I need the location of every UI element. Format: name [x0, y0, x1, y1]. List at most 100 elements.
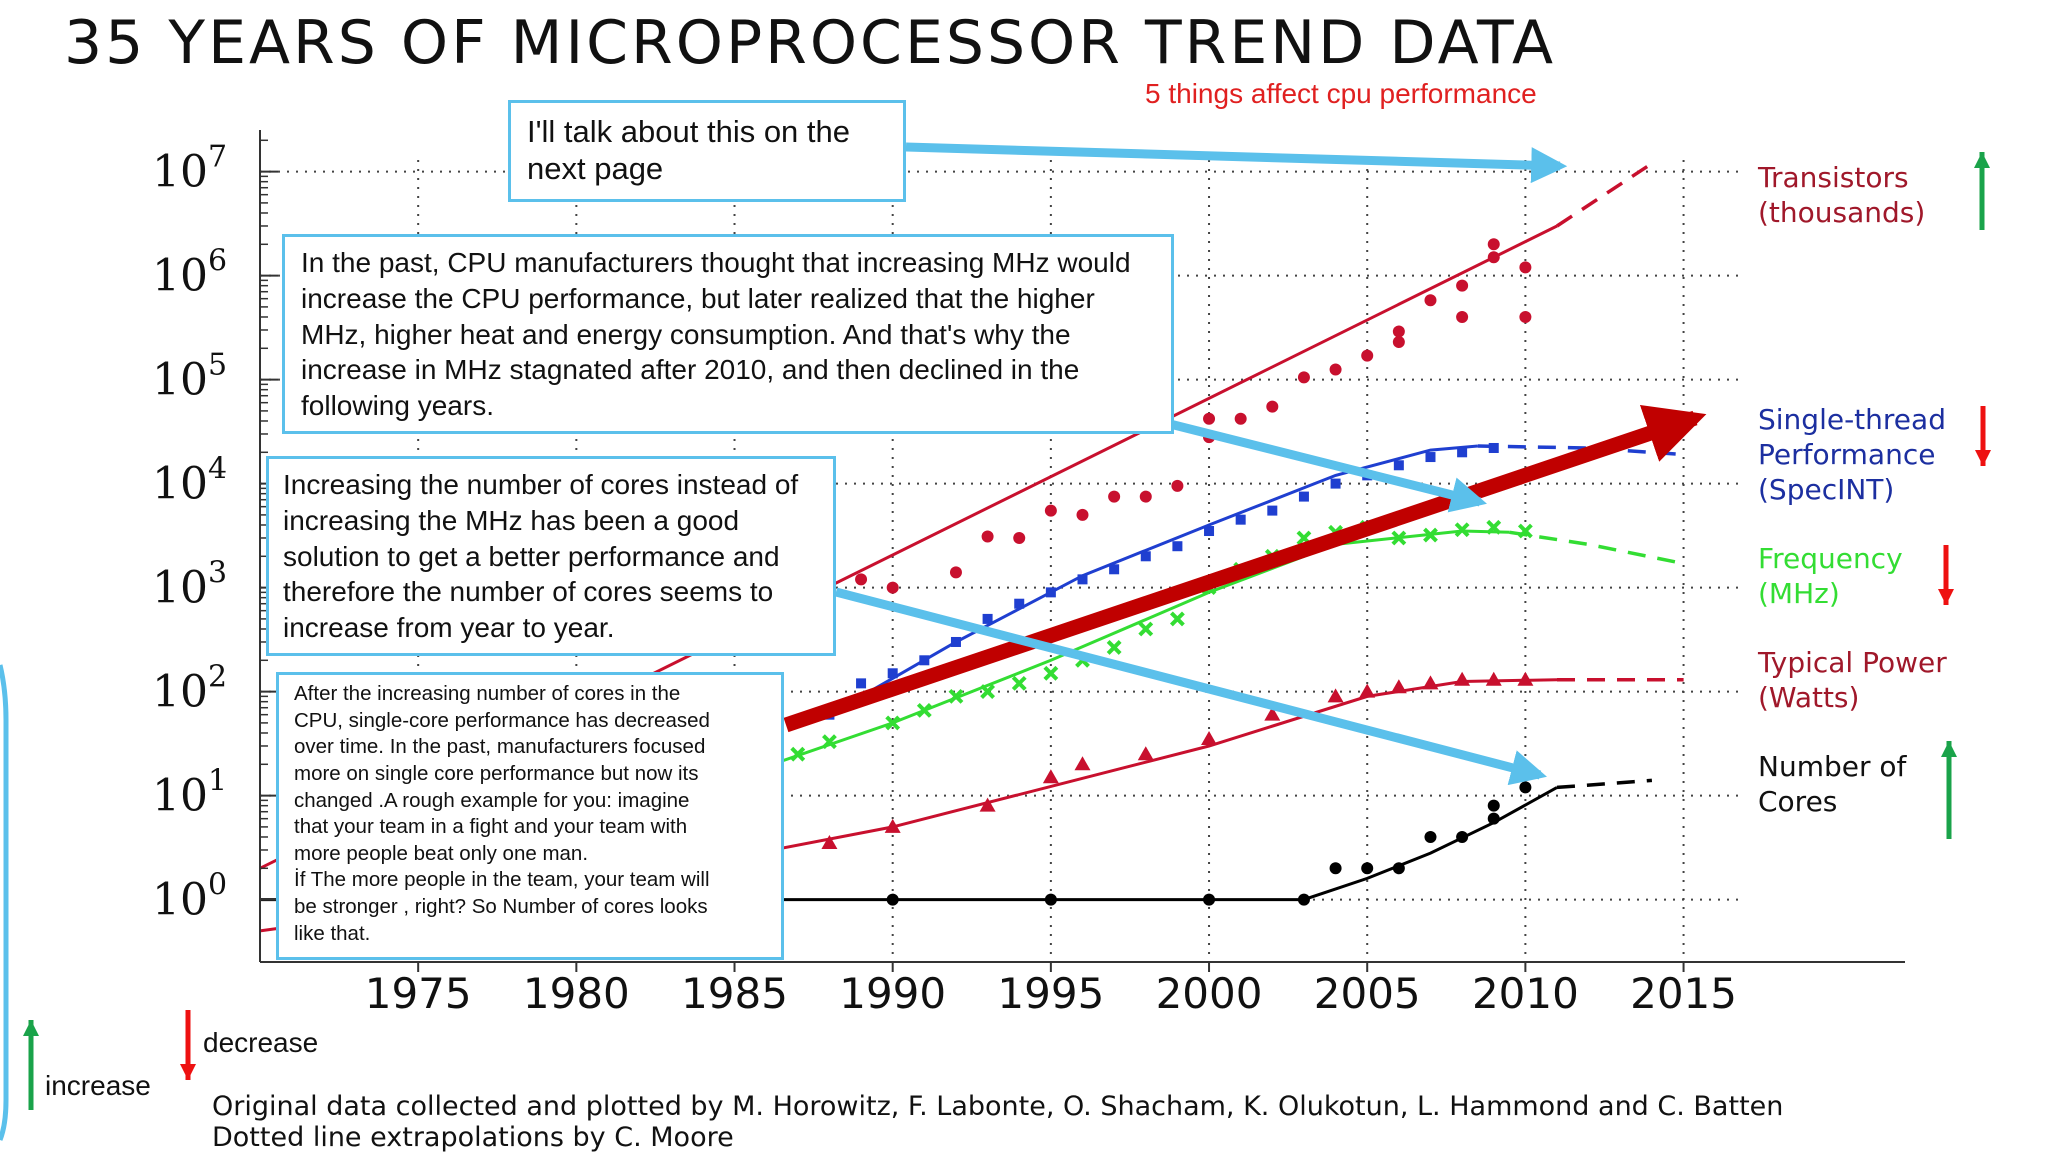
power-point — [1137, 746, 1154, 761]
callout-single-core: After the increasing number of cores in … — [276, 672, 784, 960]
transistors-point — [886, 581, 899, 594]
power-point — [1042, 769, 1059, 784]
increase-key-arrow-head — [23, 1020, 39, 1036]
y-tick-label: 104 — [152, 452, 227, 510]
performance-extrapolation — [1477, 444, 1684, 457]
legend-performance-line: Performance — [1758, 438, 1936, 471]
power-point — [1454, 671, 1471, 686]
performance-point — [1330, 478, 1341, 489]
cores-point — [1203, 893, 1216, 906]
transistors-point — [1297, 371, 1310, 384]
performance-point — [982, 613, 993, 624]
y-tick-label: 105 — [152, 348, 227, 406]
legend-power-line: Typical Power — [1758, 646, 1947, 679]
performance-point — [1393, 460, 1404, 471]
transistors-point — [1487, 251, 1500, 264]
frequency-point — [980, 684, 996, 700]
transistors-point — [981, 530, 994, 543]
frequency-point — [1391, 530, 1407, 546]
frequency-point — [1138, 621, 1154, 637]
frequency-point — [1454, 522, 1470, 538]
power-point — [1359, 683, 1376, 698]
performance-point — [1140, 551, 1151, 562]
transistors-point — [1519, 261, 1532, 274]
chart-subtitle: 5 things affect cpu performance — [1145, 78, 1537, 109]
performance-point — [1267, 505, 1278, 516]
frequency-point — [1106, 639, 1122, 655]
x-tick-label: 2015 — [1630, 969, 1737, 1018]
legend-performance: Single-thread Performance (SpecINT) — [1758, 402, 1946, 507]
frequency-point — [1486, 519, 1502, 535]
key-increase-label: increase — [45, 1070, 151, 1101]
callout-cores-text: Increasing the number of cores instead o… — [283, 469, 799, 644]
credit-line-1: Original data collected and plotted by M… — [212, 1091, 1784, 1122]
transistors-point — [1392, 335, 1405, 348]
power-point — [1422, 675, 1439, 690]
x-tick-label: 2005 — [1314, 969, 1421, 1018]
callout-single-core-line: be stronger , right? So Number of cores … — [294, 895, 708, 919]
legend-frequency: Frequency (MHz) — [1758, 541, 1903, 611]
performance-point — [1014, 598, 1025, 609]
legend-performance-line: (SpecINT) — [1758, 473, 1895, 506]
power-point — [1264, 706, 1281, 721]
power-point — [1074, 756, 1091, 771]
trend-arrow — [783, 404, 1707, 733]
performance-point — [950, 636, 961, 647]
transistors-point — [1108, 490, 1121, 503]
side-panel-edge — [0, 664, 9, 1141]
x-tick-label: 1975 — [365, 969, 472, 1018]
legend-frequency-line: (MHz) — [1758, 577, 1840, 610]
cores-point — [1044, 893, 1057, 906]
cores-point — [1297, 893, 1310, 906]
power-point — [1327, 688, 1344, 703]
callout-single-core-line: CPU, single-core performance has decreas… — [294, 708, 710, 732]
cores-point — [886, 893, 899, 906]
frequency-point — [948, 688, 964, 704]
callout-next-page-text: I'll talk about this on the next page — [527, 114, 851, 187]
transistors-point — [1456, 310, 1469, 323]
frequency-point — [885, 715, 901, 731]
transistors-extrapolation — [1556, 161, 1653, 228]
performance-point — [1298, 491, 1309, 502]
transistors-point — [1044, 504, 1057, 517]
cores-point — [1456, 830, 1469, 843]
callout-single-core-line: more on single core performance but now … — [294, 761, 699, 785]
x-tick-label: 2010 — [1472, 969, 1579, 1018]
performance-point — [1045, 587, 1056, 598]
callout-next-page: I'll talk about this on the next page — [508, 100, 906, 202]
transistors-point — [1456, 279, 1469, 292]
performance-point — [1172, 541, 1183, 552]
transistors-point — [1234, 412, 1247, 425]
frequency-point — [1517, 523, 1533, 539]
power-point — [1201, 731, 1218, 746]
transistors-point — [1487, 238, 1500, 251]
power-point — [1485, 671, 1502, 686]
cores-extrapolation — [1556, 778, 1653, 790]
legend-cores-line: Number of — [1758, 750, 1907, 783]
transistors-point — [1519, 310, 1532, 323]
legend-cores-increase-arrow-head — [1941, 741, 1957, 757]
callout-cores: Increasing the number of cores instead o… — [266, 456, 836, 656]
transistors-point — [1361, 349, 1374, 362]
frequency-point — [1423, 527, 1438, 543]
transistors-point — [1392, 325, 1405, 338]
power-point — [979, 797, 996, 812]
cores-point — [1361, 862, 1374, 875]
frequency-point — [1169, 611, 1185, 627]
decrease-key-arrow-head — [180, 1064, 196, 1080]
frequency-point — [822, 734, 837, 750]
callout-mhz: In the past, CPU manufacturers thought t… — [282, 234, 1174, 434]
performance-point — [1077, 574, 1088, 585]
performance-point — [919, 655, 930, 666]
legend-performance-line: Single-thread — [1758, 403, 1946, 436]
x-tick-label: 1980 — [523, 969, 630, 1018]
transistors-point — [1329, 363, 1342, 376]
callout-single-core-line: like that. — [294, 921, 371, 945]
power-point — [884, 818, 901, 833]
legend-power-line: (Watts) — [1758, 681, 1860, 714]
callout-single-core-line: more people beat only one man. — [294, 841, 589, 865]
cores-point — [1392, 862, 1405, 875]
legend-transistors: Transistors (thousands) — [1758, 160, 1925, 230]
cores-point — [1424, 830, 1437, 843]
performance-point — [1425, 452, 1436, 463]
